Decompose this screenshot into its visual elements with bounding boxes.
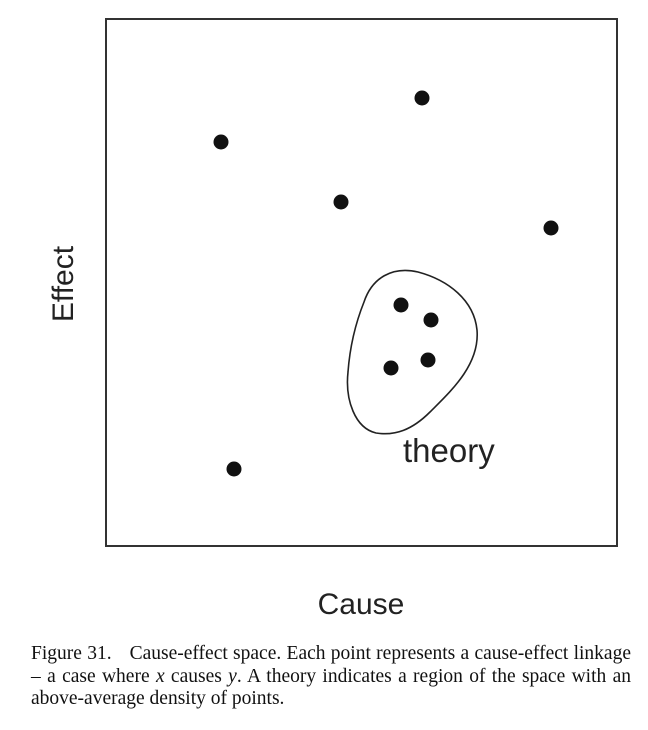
figure-number: Figure 31.: [31, 643, 112, 664]
theory-region-outline: [346, 269, 478, 435]
caption-text-2: causes: [164, 665, 229, 687]
plot-frame: [105, 18, 618, 547]
points-group: [213, 90, 559, 477]
caption-text-3: . A theory indicates a region of the spa…: [31, 665, 631, 710]
point-inside-2: [423, 312, 439, 328]
y-axis-label: Effect: [47, 245, 80, 322]
point-inside-4: [420, 352, 436, 368]
point-inside-3: [383, 360, 399, 376]
point-outside-3: [333, 194, 349, 210]
point-outside-1: [213, 134, 229, 150]
x-axis-label: Cause: [318, 588, 405, 621]
caption-text-1: Cause-effect space. Each point represent…: [31, 643, 631, 687]
caption-var-x: x: [155, 665, 165, 687]
theory-region-label: theory: [403, 432, 495, 469]
point-inside-1: [393, 297, 409, 313]
point-outside-5: [226, 461, 242, 477]
figure-caption: Figure 31. Cause-effect space. Each point…: [31, 643, 631, 711]
caption-var-y: y: [228, 665, 237, 687]
point-outside-4: [543, 220, 559, 236]
point-outside-2: [414, 90, 430, 106]
